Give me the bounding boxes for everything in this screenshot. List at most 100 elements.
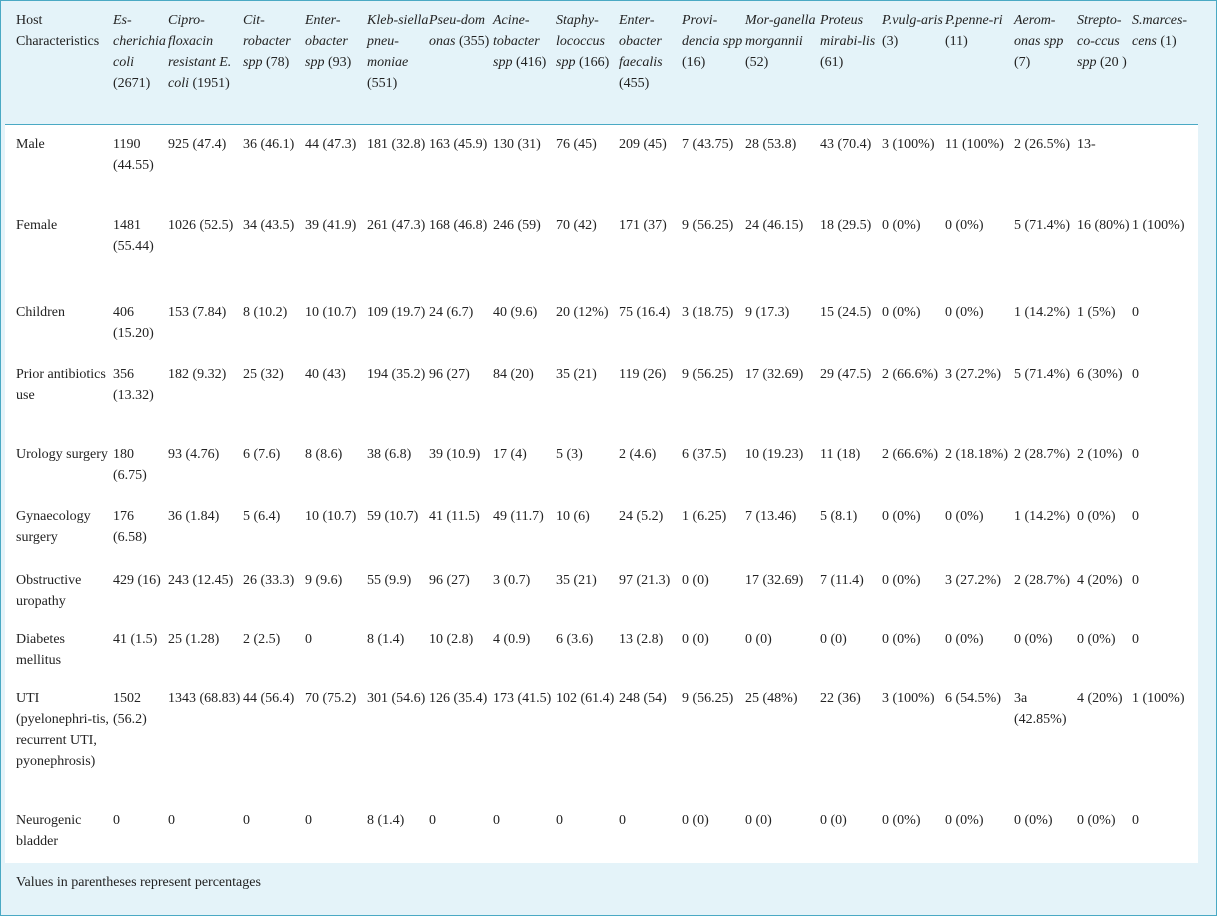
table-cell: 1 (5%)	[1077, 297, 1132, 360]
table-cell: 0 (0%)	[882, 501, 945, 566]
table-cell: 41 (1.5)	[113, 624, 168, 684]
column-header: Kleb-siella pneu-moniae (551)	[367, 5, 429, 125]
table-cell: 1343 (68.83)	[168, 683, 243, 806]
table-cell: 0	[619, 805, 682, 863]
table-cell: 6 (3.6)	[556, 624, 619, 684]
table-cell: 9 (9.6)	[305, 565, 367, 625]
table-cell: 1481 (55.44)	[113, 210, 168, 298]
table-cell: 11 (100%)	[945, 124, 1014, 211]
table-cell: 24 (6.7)	[429, 297, 493, 360]
table-cell: 0 (0)	[820, 805, 882, 863]
table-cell: 0 (0%)	[1014, 624, 1077, 684]
column-header: Cipro-floxacin resistant E. coli (1951)	[168, 5, 243, 125]
table-cell: 0 (0)	[820, 624, 882, 684]
table-cell: 171 (37)	[619, 210, 682, 298]
table-cell: 176 (6.58)	[113, 501, 168, 566]
table-cell: 246 (59)	[493, 210, 556, 298]
table-cell: 0 (0%)	[945, 624, 1014, 684]
table-cell: 0 (0%)	[882, 624, 945, 684]
table-cell: 0	[429, 805, 493, 863]
table-cell: 0	[556, 805, 619, 863]
table-cell: 59 (10.7)	[367, 501, 429, 566]
header-text: Enter-obacter spp	[305, 13, 348, 70]
row-label: Gynaecology surgery	[5, 501, 113, 566]
table-row: Diabetes mellitus 41 (1.5) 25 (1.28) 2 (2.5…	[5, 624, 1198, 684]
table-cell: 36 (1.84)	[168, 501, 243, 566]
table-cell: 1 (6.25)	[682, 501, 745, 566]
table-cell: 4 (0.9)	[493, 624, 556, 684]
header-text: Aerom-onas spp	[1014, 13, 1064, 49]
header-text: (93)	[324, 55, 352, 70]
header-text: Staphy-lococcus spp	[556, 13, 605, 70]
header-text: Enter-obacter faecalis	[619, 13, 663, 70]
table-cell: 0	[1132, 501, 1198, 566]
table-row: Children 406 (15.20) 153 (7.84) 8 (10.2) 10 …	[5, 297, 1198, 360]
column-header: Cit-robacter spp (78)	[243, 5, 305, 125]
table-cell: 126 (35.4)	[429, 683, 493, 806]
table-cell: 34 (43.5)	[243, 210, 305, 298]
table-cell: 25 (48%)	[745, 683, 820, 806]
table-cell: 102 (61.4)	[556, 683, 619, 806]
table-cell: 70 (75.2)	[305, 683, 367, 806]
header-text: (2671)	[113, 76, 151, 91]
table-cell: 0	[1132, 359, 1198, 440]
table-row: UTI (pyelonephri-tis, recurrent UTI, pyo…	[5, 683, 1198, 806]
table-cell: 3 (18.75)	[682, 297, 745, 360]
header-text: (455)	[619, 76, 650, 91]
table-cell: 2 (4.6)	[619, 439, 682, 502]
header-text: (1951)	[189, 76, 230, 91]
table-cell: 16 (80%)	[1077, 210, 1132, 298]
table-cell: 0	[113, 805, 168, 863]
table-row: Obstructive uropathy 429 (16) 243 (12.45) 2…	[5, 565, 1198, 625]
table-cell: 0 (0%)	[945, 210, 1014, 298]
table-row: Urology surgery 180 (6.75) 93 (4.76) 6 (7.6…	[5, 439, 1198, 502]
table-row: Prior antibiotics use 356 (13.32) 182 (9.3…	[5, 359, 1198, 440]
header-text: (416)	[512, 55, 547, 70]
column-header: S.marces-cens (1)	[1132, 5, 1198, 125]
table-cell: 25 (1.28)	[168, 624, 243, 684]
table-cell: 0 (0%)	[945, 805, 1014, 863]
table-cell: 0 (0%)	[882, 297, 945, 360]
table-cell: 119 (26)	[619, 359, 682, 440]
table-cell: 2 (66.6%)	[882, 359, 945, 440]
table-cell: 9 (56.25)	[682, 359, 745, 440]
table-cell: 6 (30%)	[1077, 359, 1132, 440]
table-cell: 0 (0%)	[945, 501, 1014, 566]
header-text: Proteus mirabi-lis	[820, 13, 876, 49]
table-cell: 9 (56.25)	[682, 210, 745, 298]
table-row: Gynaecology surgery 176 (6.58) 36 (1.84) 5 …	[5, 501, 1198, 566]
table-cell: 2 (28.7%)	[1014, 439, 1077, 502]
table-cell: 22 (36)	[820, 683, 882, 806]
table-cell: 1190 (44.55)	[113, 124, 168, 211]
table-cell: 17 (32.69)	[745, 359, 820, 440]
header-text: (551)	[367, 76, 398, 91]
table-cell: 163 (45.9)	[429, 124, 493, 211]
table-cell: 96 (27)	[429, 565, 493, 625]
table-cell: 429 (16)	[113, 565, 168, 625]
table-cell: 0 (0%)	[1077, 624, 1132, 684]
table-cell: 24 (46.15)	[745, 210, 820, 298]
host-characteristics-table: Host Characteristics Es-cherichia coli (2…	[5, 5, 1198, 863]
table-cell: 2 (2.5)	[243, 624, 305, 684]
table-cell: 168 (46.8)	[429, 210, 493, 298]
header-text: (61)	[820, 55, 844, 70]
table-cell: 0	[1132, 624, 1198, 684]
table-cell: 3 (100%)	[882, 124, 945, 211]
table-cell: 130 (31)	[493, 124, 556, 211]
row-label: Male	[5, 124, 113, 211]
header-text: (78)	[262, 55, 290, 70]
header-text: Kleb-siella pneu-moniae	[367, 13, 429, 70]
table-cell: 70 (42)	[556, 210, 619, 298]
table-cell: 181 (32.8)	[367, 124, 429, 211]
table-cell: 209 (45)	[619, 124, 682, 211]
table-cell: 0	[305, 624, 367, 684]
table-cell: 0 (0)	[682, 805, 745, 863]
column-header: Provi-dencia spp (16)	[682, 5, 745, 125]
header-text: (16)	[682, 55, 706, 70]
row-label: Obstructive uropathy	[5, 565, 113, 625]
table-cell: 49 (11.7)	[493, 501, 556, 566]
table-cell: 96 (27)	[429, 359, 493, 440]
table-cell: 24 (5.2)	[619, 501, 682, 566]
table-cell: 0	[243, 805, 305, 863]
